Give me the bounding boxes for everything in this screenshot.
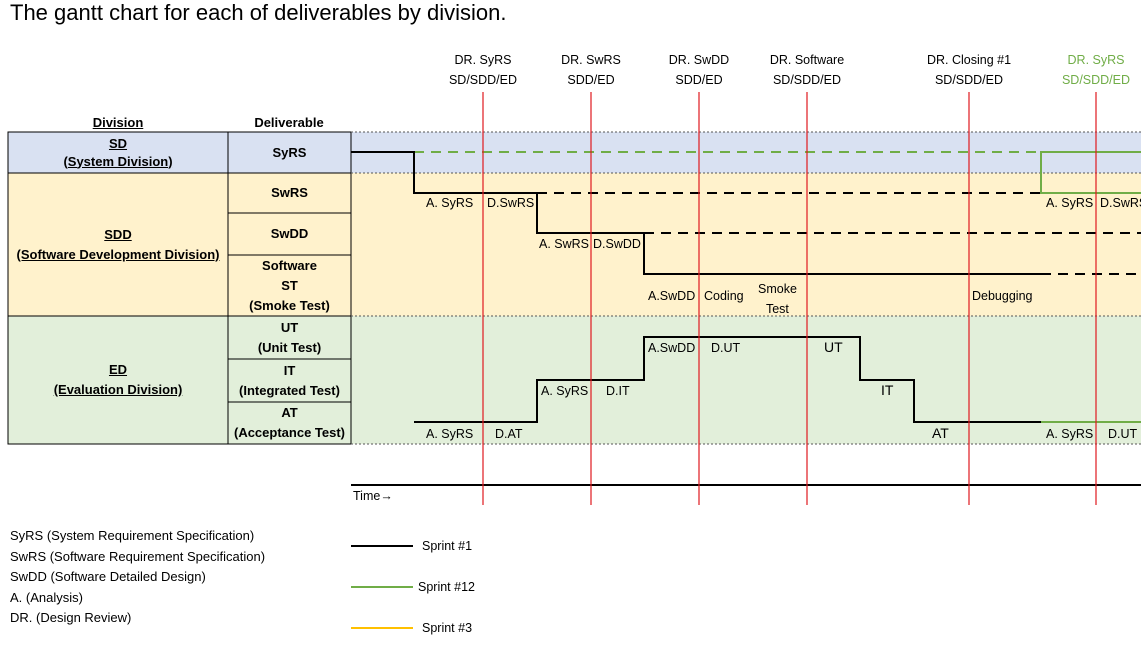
activity-label: D.UT — [711, 341, 741, 355]
activity-label: Coding — [704, 289, 744, 303]
activity-label: A.SwDD — [648, 341, 696, 355]
deliverable-swdd: SwDD — [270, 226, 309, 241]
activity-label: UT — [824, 339, 843, 355]
glossary-item: SyRS (System Requirement Specification) — [10, 528, 255, 543]
glossary-item: DR. (Design Review) — [10, 610, 132, 625]
division-sdd: SDD (Software Development Division) — [16, 226, 220, 262]
table-borders — [7, 131, 352, 445]
activity-label: A. SyRS — [1046, 427, 1094, 441]
glossary-item: A. (Analysis) — [10, 590, 83, 605]
design-review-label: DR. SyRS SD/SDD/ED — [1061, 53, 1131, 87]
activity-label: A. SyRS — [1046, 196, 1094, 210]
design-review-label: DR. SwDD SDD/ED — [668, 53, 730, 87]
sprint12-track — [1040, 151, 1141, 194]
division-ed: ED (Evaluation Division) — [53, 362, 183, 397]
band-sdd-bg — [8, 173, 1141, 316]
activity-label: AT — [932, 425, 949, 441]
sprint1-ed-track — [414, 336, 1041, 423]
activity-label: D.SwDD — [593, 237, 641, 251]
activity-label: D.AT — [495, 427, 523, 441]
division-header: Division — [92, 115, 144, 130]
design-review-label: DR. SwRS SDD/ED — [561, 53, 621, 87]
activity-label: A. SyRS — [426, 196, 474, 210]
activity-label: D.SwRS — [1100, 196, 1141, 210]
design-review-label: DR. Software SD/SDD/ED — [769, 53, 845, 87]
deliverable-st: Software ST (Smoke Test) — [249, 257, 330, 313]
design-review-label: DR. SyRS SD/SDD/ED — [448, 53, 518, 87]
legend-label-sprint3: Sprint #3 — [422, 621, 473, 635]
legend-label-sprint12: Sprint #12 — [418, 580, 475, 594]
activity-label: D.IT — [606, 384, 630, 398]
activity-label: A. SyRS — [426, 427, 474, 441]
activity-label: Debugging — [972, 289, 1033, 303]
planned-dashed-lines — [537, 192, 1141, 275]
activity-label: D.UT — [1108, 427, 1138, 441]
legend-label-sprint1: Sprint #1 — [422, 539, 473, 553]
activity-label: A.SwDD — [648, 289, 696, 303]
activity-label: Smoke Test — [758, 282, 797, 316]
deliverable-at: AT (Acceptance Test) — [233, 405, 345, 440]
activity-label: A. SwRS — [539, 237, 590, 251]
design-review-label: DR. Closing #1 SD/SDD/ED — [926, 53, 1012, 87]
deliverable-header: Deliverable — [254, 115, 324, 130]
activity-label: A. SyRS — [541, 384, 589, 398]
time-axis-label: Time→ — [353, 489, 393, 503]
glossary-item: SwRS (Software Requirement Specification… — [10, 549, 266, 564]
deliverable-swrs: SwRS — [271, 185, 308, 200]
deliverable-ut: UT (Unit Test) — [257, 319, 322, 355]
page-title: The gantt chart for each of deliverables… — [10, 0, 507, 25]
activity-label: IT — [881, 382, 894, 398]
division-sd: SD (System Division) — [63, 135, 173, 169]
deliverable-syrs: SyRS — [272, 144, 307, 160]
deliverable-it: IT (Integrated Test) — [239, 362, 340, 398]
glossary-item: SwDD (Software Detailed Design) — [10, 569, 206, 584]
sprint1-track — [351, 151, 1041, 275]
design-review-lines — [482, 92, 1097, 505]
activity-label: D.SwRS — [487, 196, 535, 210]
